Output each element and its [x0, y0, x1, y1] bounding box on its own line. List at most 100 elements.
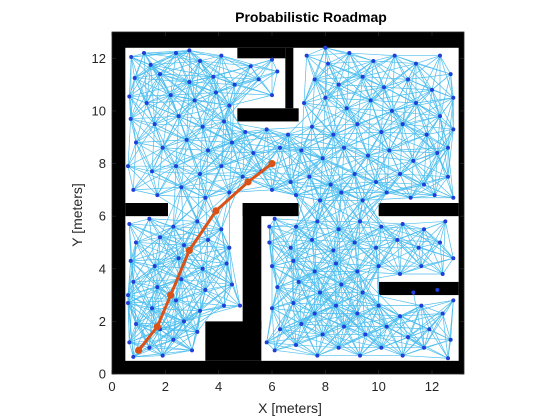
roadmap-edge: [175, 165, 201, 175]
roadmap-node: [243, 129, 248, 134]
roadmap-node: [320, 332, 325, 337]
roadmap-edge: [346, 86, 385, 109]
roadmap-edge: [370, 60, 374, 101]
roadmap-node: [352, 172, 357, 177]
roadmap-edge: [311, 184, 331, 240]
roadmap-edge: [375, 226, 382, 248]
roadmap-node: [422, 227, 426, 232]
roadmap-edge: [191, 331, 198, 351]
roadmap-edge: [173, 221, 198, 228]
roadmap-edge: [154, 239, 209, 267]
roadmap-edge: [338, 76, 363, 85]
roadmap-edge: [383, 87, 393, 112]
roadmap-edge: [314, 60, 374, 80]
roadmap-edge: [132, 281, 137, 325]
roadmap-edge: [189, 50, 222, 57]
roadmap-edge: [357, 239, 398, 272]
roadmap-node: [419, 303, 424, 308]
roadmap-edge: [365, 305, 379, 335]
roadmap-edge: [413, 134, 427, 162]
roadmap-node: [384, 324, 389, 329]
roadmap-node: [451, 298, 456, 303]
roadmap-node: [131, 354, 136, 359]
roadmap-edge: [290, 126, 313, 183]
roadmap-node: [355, 311, 360, 316]
roadmap-edge: [311, 239, 337, 264]
roadmap-edge: [178, 92, 217, 117]
roadmap-edge: [127, 294, 185, 322]
roadmap-node: [206, 148, 210, 153]
roadmap-edge: [311, 239, 355, 243]
roadmap-edge: [333, 247, 377, 251]
roadmap-node: [294, 224, 298, 229]
roadmap-edge: [317, 221, 334, 251]
roadmap-edge: [287, 97, 326, 135]
roadmap-edge: [402, 329, 430, 356]
roadmap-edge: [367, 150, 390, 156]
y-tick-label: 2: [99, 314, 106, 329]
roadmap-edge: [221, 55, 251, 67]
roadmap-edge: [181, 176, 243, 188]
roadmap-node: [182, 243, 186, 248]
roadmap-edge: [402, 123, 454, 130]
roadmap-edge: [197, 166, 222, 222]
x-tick-label: 6: [268, 379, 275, 394]
roadmap-edge: [197, 192, 230, 222]
roadmap-edge: [306, 55, 315, 80]
roadmap-edge: [391, 110, 414, 162]
roadmap-edge: [341, 173, 401, 193]
roadmap-edge: [261, 157, 323, 172]
roadmap-edge: [293, 271, 315, 304]
roadmap-node: [198, 308, 202, 313]
path-waypoint: [268, 159, 276, 168]
roadmap-edge: [229, 152, 254, 193]
roadmap-edge: [180, 279, 185, 322]
roadmap-edge: [298, 250, 334, 283]
roadmap-edge: [266, 334, 323, 343]
roadmap-edge: [213, 59, 273, 78]
roadmap-edge: [205, 263, 227, 291]
roadmap-edge: [189, 50, 217, 93]
roadmap-edge: [423, 184, 435, 196]
roadmap-node: [448, 337, 453, 342]
roadmap-edge: [143, 52, 190, 83]
roadmap-edge: [439, 55, 454, 98]
roadmap-node: [411, 158, 416, 163]
roadmap-node: [296, 279, 301, 284]
roadmap-edge: [159, 228, 222, 238]
roadmap-edge: [301, 147, 345, 151]
roadmap-edge: [413, 160, 425, 185]
y-tick-label: 10: [92, 103, 106, 118]
roadmap-edge: [415, 102, 449, 148]
roadmap-edge: [293, 260, 337, 264]
roadmap-edge: [423, 300, 454, 348]
roadmap-edge: [370, 63, 417, 101]
roadmap-edge: [386, 326, 403, 356]
roadmap-edge: [354, 150, 390, 175]
roadmap-node: [384, 190, 389, 195]
roadmap-edge: [186, 92, 217, 141]
chart-title: Probabilistic Roadmap: [235, 9, 387, 25]
roadmap-edge: [175, 300, 198, 333]
roadmap-edge: [149, 347, 193, 351]
roadmap-edge: [253, 134, 289, 154]
roadmap-edge: [439, 242, 444, 275]
roadmap-edge: [391, 110, 403, 125]
roadmap-edge: [175, 279, 182, 301]
roadmap-edge: [231, 134, 289, 143]
roadmap-edge: [173, 173, 201, 227]
roadmap-edge: [274, 334, 323, 351]
obstacle: [237, 108, 299, 122]
roadmap-edge: [127, 118, 132, 167]
roadmap-edge: [133, 339, 174, 358]
roadmap-edge: [293, 250, 334, 262]
obstacle: [112, 32, 464, 48]
roadmap-edge: [290, 147, 345, 183]
roadmap-edge: [413, 160, 435, 196]
roadmap-node: [187, 79, 192, 84]
roadmap-edge: [370, 100, 390, 151]
roadmap-node: [270, 306, 274, 311]
roadmap-edge: [127, 294, 161, 330]
roadmap-edge: [418, 247, 422, 267]
roadmap-edge: [338, 60, 374, 85]
